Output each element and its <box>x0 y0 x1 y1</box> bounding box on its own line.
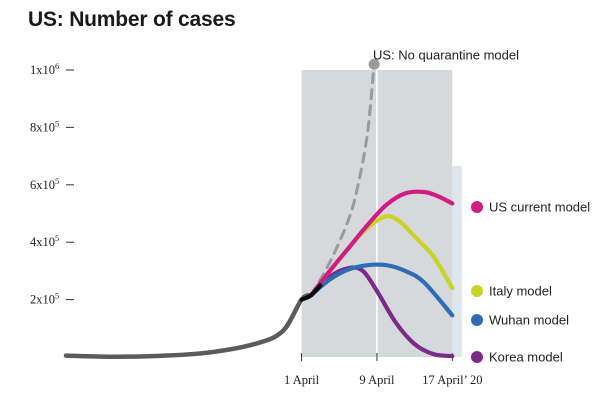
x-tick-label-0: 1 April <box>284 373 320 387</box>
y-tick-base: 2x10 <box>30 293 55 307</box>
no-quarantine-end-marker <box>368 58 380 70</box>
legend-label-us-current: US current model <box>489 200 590 215</box>
legend-label-korea: Korea model <box>489 350 563 365</box>
legend-marker-italy <box>471 285 483 297</box>
legend-marker-wuhan <box>471 314 483 326</box>
y-tick-exponent: 5 <box>55 118 59 128</box>
y-tick-label-0: 2x105 <box>30 291 59 307</box>
y-tick-base: 8x10 <box>30 120 55 134</box>
legend-marker-us-current <box>471 201 483 213</box>
legend-label-italy: Italy model <box>489 284 552 299</box>
y-tick-label-2: 6x105 <box>30 176 59 192</box>
series-line-transition <box>299 283 323 302</box>
legend-marker-korea <box>471 351 483 363</box>
y-tick-exponent: 5 <box>55 291 59 301</box>
y-tick-exponent: 5 <box>55 233 59 243</box>
x-tick-label-2: 17 April’ 20 <box>422 373 482 387</box>
series-line-korea <box>308 265 455 359</box>
y-tick-base: 1x10 <box>30 63 55 77</box>
y-tick-label-4: 1x106 <box>30 61 59 77</box>
series-line-us-current <box>308 189 455 298</box>
series-line-wuhan <box>308 262 455 318</box>
chart-title: US: Number of cases <box>28 8 236 31</box>
legend-label-wuhan: Wuhan model <box>489 313 569 328</box>
y-tick-exponent: 6 <box>55 61 59 71</box>
y-tick-label-3: 8x105 <box>30 118 59 134</box>
series-line-history <box>63 293 314 359</box>
series-line-no-quarantine <box>309 62 376 297</box>
shaded-region-1 <box>452 166 462 357</box>
y-tick-base: 6x10 <box>30 178 55 192</box>
y-tick-base: 4x10 <box>30 235 55 249</box>
legend-label-no-quarantine: US: No quarantine model <box>373 48 519 63</box>
y-tick-label-1: 4x105 <box>30 233 59 249</box>
x-tick-label-1: 9 April <box>359 373 395 387</box>
y-tick-exponent: 5 <box>55 176 59 186</box>
